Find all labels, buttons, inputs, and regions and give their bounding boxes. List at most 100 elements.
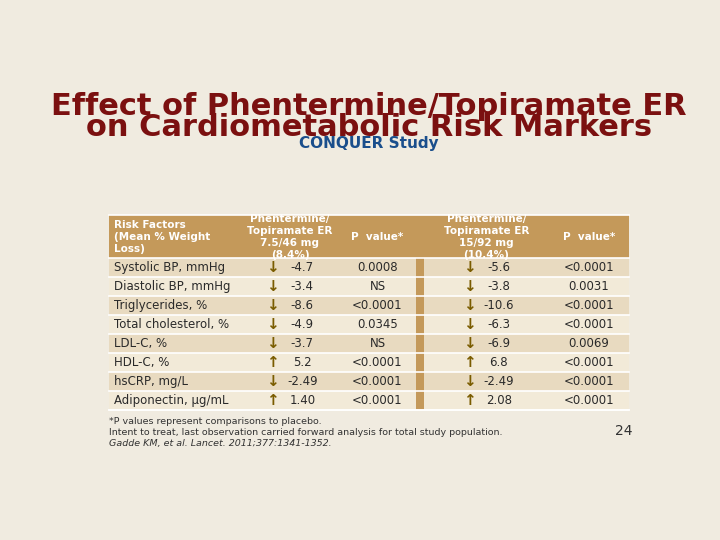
Text: <0.0001: <0.0001 [564, 299, 614, 312]
Bar [339, 277, 416, 296]
Text: ↓: ↓ [266, 336, 279, 351]
Bar [416, 277, 424, 296]
Text: Gadde KM, et al. Lancet. 2011;377:1341-1352.: Gadde KM, et al. Lancet. 2011;377:1341-1… [109, 439, 332, 448]
Text: -3.4: -3.4 [291, 280, 314, 293]
Text: <0.0001: <0.0001 [352, 299, 402, 312]
Bar [549, 334, 629, 353]
Bar [549, 353, 629, 372]
Text: 5.2: 5.2 [293, 356, 312, 369]
Text: 6.8: 6.8 [490, 356, 508, 369]
Text: ↑: ↑ [266, 355, 279, 370]
Bar [549, 372, 629, 391]
Bar [339, 258, 416, 277]
Bar [549, 258, 629, 277]
Bar [241, 215, 339, 258]
Text: Phentermine/
Topiramate ER
15/92 mg
(10.4%): Phentermine/ Topiramate ER 15/92 mg (10.… [444, 213, 529, 260]
Bar [109, 353, 241, 372]
Bar [424, 372, 549, 391]
Bar [424, 315, 549, 334]
Bar [241, 334, 339, 353]
Bar [424, 296, 549, 315]
Bar [424, 391, 549, 410]
Bar [416, 315, 424, 334]
Text: <0.0001: <0.0001 [352, 375, 402, 388]
Bar [549, 391, 629, 410]
Bar [424, 277, 549, 296]
Bar [241, 277, 339, 296]
Bar [424, 334, 549, 353]
Bar [241, 353, 339, 372]
Text: HDL-C, %: HDL-C, % [114, 356, 169, 369]
Text: 24: 24 [615, 424, 632, 438]
Bar [241, 296, 339, 315]
Bar [416, 391, 424, 410]
Text: -3.7: -3.7 [291, 337, 314, 350]
Bar [416, 215, 424, 258]
Text: <0.0001: <0.0001 [564, 356, 614, 369]
Text: <0.0001: <0.0001 [564, 318, 614, 331]
Text: hsCRP, mg/L: hsCRP, mg/L [114, 375, 188, 388]
Bar [339, 334, 416, 353]
Text: <0.0001: <0.0001 [352, 394, 402, 407]
Text: NS: NS [369, 280, 386, 293]
Text: -10.6: -10.6 [484, 299, 514, 312]
Text: <0.0001: <0.0001 [352, 356, 402, 369]
Text: ↑: ↑ [266, 393, 279, 408]
Text: ↓: ↓ [463, 260, 476, 275]
Bar [109, 372, 241, 391]
Text: Adiponectin, μg/mL: Adiponectin, μg/mL [114, 394, 228, 407]
Bar [424, 258, 549, 277]
Text: Triglycerides, %: Triglycerides, % [114, 299, 207, 312]
Text: *P values represent comparisons to placebo.: *P values represent comparisons to place… [109, 417, 322, 427]
Bar [241, 391, 339, 410]
Text: -4.9: -4.9 [291, 318, 314, 331]
Text: 1.40: 1.40 [289, 394, 315, 407]
Text: NS: NS [369, 337, 386, 350]
Text: P  value*: P value* [351, 232, 404, 241]
Text: Effect of Phentermine/Topiramate ER: Effect of Phentermine/Topiramate ER [51, 92, 687, 121]
Bar [549, 296, 629, 315]
Text: ↓: ↓ [463, 279, 476, 294]
Text: ↓: ↓ [266, 279, 279, 294]
Bar [424, 215, 549, 258]
Circle shape [513, 323, 598, 408]
Bar [339, 215, 416, 258]
Bar [549, 315, 629, 334]
Text: ↓: ↓ [463, 298, 476, 313]
Text: Phentermine/
Topiramate ER
7.5/46 mg
(8.4%): Phentermine/ Topiramate ER 7.5/46 mg (8.… [247, 213, 333, 260]
Bar [424, 353, 549, 372]
Text: 0.0345: 0.0345 [357, 318, 398, 331]
Bar [339, 296, 416, 315]
Bar [109, 296, 241, 315]
Text: <0.0001: <0.0001 [564, 261, 614, 274]
Text: 2.08: 2.08 [486, 394, 512, 407]
Bar [416, 296, 424, 315]
Bar [416, 353, 424, 372]
Bar [549, 277, 629, 296]
Text: -8.6: -8.6 [291, 299, 314, 312]
Bar [339, 372, 416, 391]
Bar [109, 215, 241, 258]
Text: CONQUER Study: CONQUER Study [300, 137, 438, 151]
Bar [416, 258, 424, 277]
Text: ↓: ↓ [463, 336, 476, 351]
Text: Risk Factors
(Mean % Weight
Loss): Risk Factors (Mean % Weight Loss) [114, 219, 210, 253]
Text: 0.0031: 0.0031 [568, 280, 609, 293]
Bar [416, 372, 424, 391]
Bar [339, 353, 416, 372]
Bar [109, 315, 241, 334]
Text: -6.9: -6.9 [487, 337, 510, 350]
Text: ↓: ↓ [266, 298, 279, 313]
Text: Diastolic BP, mmHg: Diastolic BP, mmHg [114, 280, 230, 293]
Text: ↓: ↓ [463, 317, 476, 332]
Text: -5.6: -5.6 [487, 261, 510, 274]
Text: ↓: ↓ [266, 374, 279, 389]
Text: ↑: ↑ [463, 355, 476, 370]
Text: -6.3: -6.3 [487, 318, 510, 331]
Text: ↓: ↓ [463, 374, 476, 389]
Bar [241, 315, 339, 334]
Bar [109, 258, 241, 277]
Text: 0.0008: 0.0008 [357, 261, 398, 274]
Text: Intent to treat, last observation carried forward analysis for total study popul: Intent to treat, last observation carrie… [109, 428, 503, 437]
Bar [549, 215, 629, 258]
